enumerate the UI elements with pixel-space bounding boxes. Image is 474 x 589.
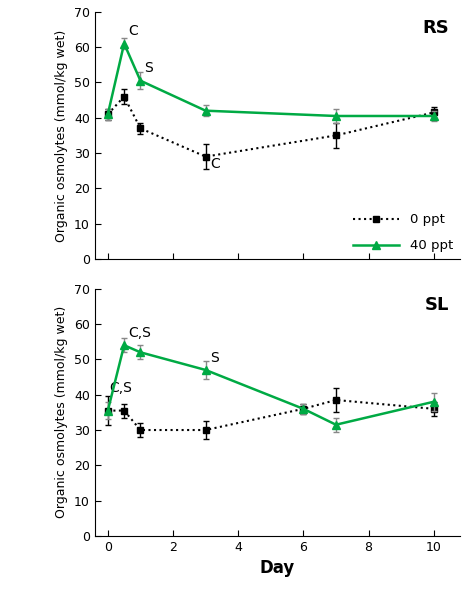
Text: S: S	[144, 61, 153, 75]
Text: S: S	[210, 350, 219, 365]
Text: RS: RS	[422, 19, 449, 37]
Text: C,S: C,S	[109, 380, 132, 395]
Text: C: C	[128, 24, 138, 38]
Legend: 0 ppt, 40 ppt: 0 ppt, 40 ppt	[353, 213, 453, 253]
X-axis label: Day: Day	[260, 560, 295, 577]
Text: SL: SL	[424, 296, 449, 314]
Y-axis label: Organic osmolytes (mmol/kg wet): Organic osmolytes (mmol/kg wet)	[55, 306, 68, 518]
Text: C,S: C,S	[128, 326, 151, 340]
Y-axis label: Organic osmolytes (mmol/kg wet): Organic osmolytes (mmol/kg wet)	[55, 29, 68, 241]
Text: C: C	[210, 157, 220, 171]
